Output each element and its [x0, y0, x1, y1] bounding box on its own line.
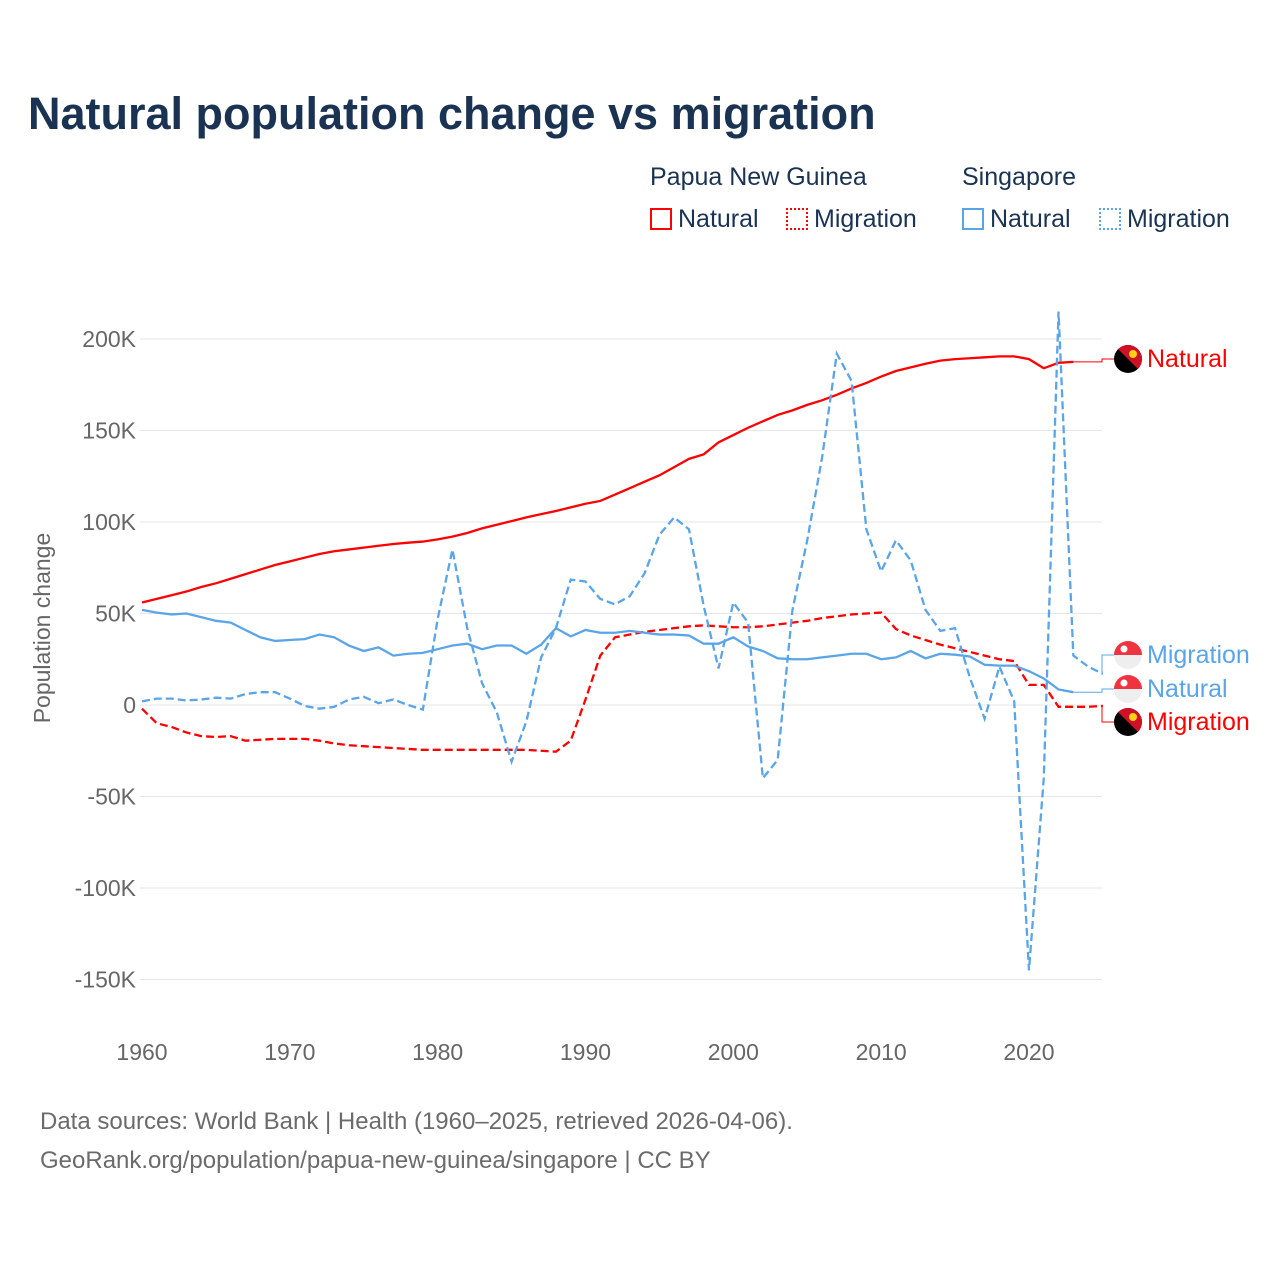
- footer-url[interactable]: GeoRank.org/population/papua-new-guinea/…: [40, 1147, 711, 1174]
- label-connector: [1101, 705, 1114, 723]
- chart-title: Natural population change vs migration: [28, 88, 876, 139]
- legend-sg-migration[interactable]: Migration: [1099, 205, 1230, 234]
- x-tick-label: 2000: [708, 1039, 759, 1065]
- legend-swatch: [962, 208, 984, 230]
- y-tick-label: -100K: [75, 875, 137, 901]
- series-line-singapore-natural: [141, 608, 1074, 694]
- y-tick-label: 0: [123, 692, 136, 718]
- series-line-papua-new-guinea-natural: [141, 355, 1074, 604]
- label-connector: [1073, 688, 1114, 693]
- series-end-label: Migration: [1147, 641, 1250, 669]
- legend-group-png-title: Papua New Guinea: [650, 163, 867, 191]
- label-connector: [1101, 654, 1114, 675]
- x-tick-label: 1990: [560, 1039, 611, 1065]
- papua-new-guinea-flag-icon: [1114, 708, 1142, 736]
- label-connector: [1073, 358, 1114, 363]
- legend-sg-natural[interactable]: Natural: [962, 205, 1071, 234]
- x-tick-label: 2010: [856, 1039, 907, 1065]
- legend-png-migration[interactable]: Migration: [786, 205, 917, 234]
- legend-group-sg-title: Singapore: [962, 163, 1076, 191]
- footer-sources: Data sources: World Bank | Health (1960–…: [40, 1108, 793, 1135]
- y-axis-label: Population change: [29, 533, 55, 724]
- papua-new-guinea-flag-icon: [1114, 345, 1142, 373]
- legend-swatch: [786, 208, 808, 230]
- legend-swatch: [1099, 208, 1121, 230]
- y-tick-label: -50K: [87, 784, 136, 810]
- y-tick-label: 50K: [95, 601, 137, 627]
- y-tick-label: 100K: [82, 509, 136, 535]
- series-end-label: Natural: [1147, 675, 1228, 703]
- series-end-label: Migration: [1147, 708, 1250, 736]
- singapore-flag-icon: [1114, 641, 1142, 669]
- series-line-papua-new-guinea-migration: [141, 611, 1103, 753]
- x-tick-label: 1980: [412, 1039, 463, 1065]
- series-line-singapore-migration: [141, 311, 1104, 971]
- y-tick-label: 150K: [82, 418, 136, 444]
- x-tick-label: 1970: [264, 1039, 315, 1065]
- x-tick-label: 2020: [1003, 1039, 1054, 1065]
- y-tick-label: 200K: [82, 326, 136, 352]
- singapore-flag-icon: [1114, 675, 1142, 703]
- series-end-label: Natural: [1147, 345, 1228, 373]
- y-tick-label: -150K: [75, 967, 137, 993]
- x-tick-label: 1960: [116, 1039, 167, 1065]
- legend-png-natural[interactable]: Natural: [650, 205, 759, 234]
- legend-swatch: [650, 208, 672, 230]
